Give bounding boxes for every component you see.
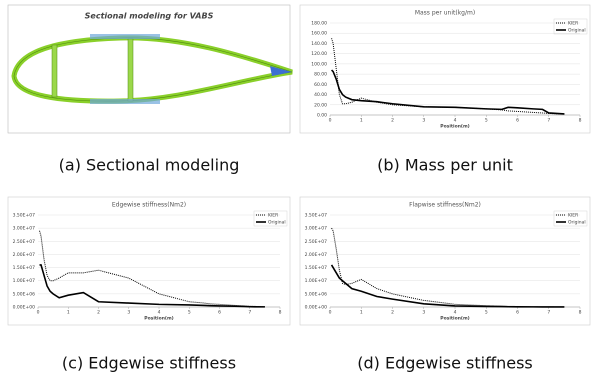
y-tick-label: 5.00E+06 — [305, 291, 327, 297]
y-tick-label: 3.00E+07 — [13, 226, 35, 232]
chart-frame — [8, 197, 290, 325]
x-tick-label: 8 — [279, 310, 282, 316]
chart-title: Edgewise stiffness(Nm2) — [112, 202, 186, 209]
shear-web — [128, 39, 133, 101]
x-tick-label: 8 — [579, 118, 582, 124]
x-axis-label: Position(m) — [440, 124, 469, 130]
x-tick-label: 6 — [516, 118, 519, 124]
panel-frame — [8, 5, 290, 133]
y-tick-label: 2.00E+07 — [13, 252, 35, 258]
x-tick-label: 1 — [360, 310, 363, 316]
y-tick-label: 2.00E+07 — [305, 252, 327, 258]
y-tick-label: 1.50E+07 — [13, 265, 35, 271]
x-tick-label: 2 — [391, 118, 394, 124]
chart-frame — [300, 5, 590, 133]
panel-title: Sectional modeling for VABS — [85, 12, 214, 21]
figure: Sectional modeling for VABS (a) Sectiona… — [0, 0, 596, 385]
x-tick-label: 0 — [329, 310, 332, 316]
chart: Flapwise stiffness(Nm2) 0.00E+00 5.00E+06 1… — [300, 197, 590, 325]
y-tick-label: 2.50E+07 — [305, 239, 327, 245]
x-tick-label: 4 — [454, 310, 457, 316]
panel-a: Sectional modeling for VABS — [8, 5, 292, 133]
chart-title: Flapwise stiffness(Nm2) — [409, 202, 481, 209]
x-tick-label: 5 — [188, 310, 191, 316]
y-tick-label: 1.00E+07 — [305, 278, 327, 284]
x-tick-label: 2 — [391, 310, 394, 316]
x-tick-label: 1 — [360, 118, 363, 124]
spar-cap — [90, 34, 160, 39]
x-tick-label: 8 — [579, 310, 582, 316]
x-tick-label: 5 — [485, 310, 488, 316]
y-tick-label: 0.00 — [317, 113, 327, 119]
x-tick-label: 7 — [547, 118, 550, 124]
legend-label: Original — [268, 220, 286, 226]
y-tick-label: 160.00 — [311, 31, 327, 37]
legend-label: Original — [568, 28, 586, 34]
shear-web — [52, 45, 57, 97]
legend-label: KIER — [268, 213, 278, 219]
y-tick-label: 3.50E+07 — [13, 213, 35, 219]
x-tick-label: 6 — [218, 310, 221, 316]
x-tick-label: 3 — [422, 310, 425, 316]
caption: (b) Mass per unit — [377, 156, 513, 175]
caption: (d) Edgewise stiffness — [357, 354, 533, 373]
chart: Mass per unit(kg/m)0.0020.0040.0060.0080… — [300, 5, 590, 133]
x-tick-label: 4 — [454, 118, 457, 124]
x-tick-label: 0 — [37, 310, 40, 316]
y-tick-label: 0.00E+00 — [305, 305, 327, 311]
caption: (c) Edgewise stiffness — [62, 354, 236, 373]
spar-cap — [90, 99, 160, 104]
chart: Edgewise stiffness(Nm2) 0.00E+00 5.00E+06 1… — [8, 197, 290, 325]
y-tick-label: 2.50E+07 — [13, 239, 35, 245]
legend-label: Original — [568, 220, 586, 226]
x-tick-label: 0 — [329, 118, 332, 124]
y-tick-label: 3.00E+07 — [305, 226, 327, 232]
legend-label: KIER — [568, 21, 578, 27]
y-tick-label: 3.50E+07 — [305, 213, 327, 219]
x-tick-label: 7 — [547, 310, 550, 316]
x-tick-label: 6 — [516, 310, 519, 316]
y-tick-label: 40.00 — [314, 92, 327, 98]
y-tick-label: 1.50E+07 — [305, 265, 327, 271]
x-tick-label: 3 — [422, 118, 425, 124]
x-tick-label: 3 — [127, 310, 130, 316]
chart-title: Mass per unit(kg/m) — [415, 10, 475, 17]
y-tick-label: 1.00E+07 — [13, 278, 35, 284]
x-tick-label: 7 — [248, 310, 251, 316]
legend-label: KIER — [568, 213, 578, 219]
x-tick-label: 4 — [158, 310, 161, 316]
y-tick-label: 140.00 — [311, 41, 327, 47]
y-tick-label: 5.00E+06 — [13, 291, 35, 297]
y-tick-label: 60.00 — [314, 82, 327, 88]
x-tick-label: 5 — [485, 118, 488, 124]
x-axis-label: Position(m) — [144, 316, 173, 322]
y-tick-label: 80.00 — [314, 72, 327, 78]
y-tick-label: 180.00 — [311, 21, 327, 27]
caption: (a) Sectional modeling — [59, 156, 240, 175]
x-tick-label: 2 — [97, 310, 100, 316]
y-tick-label: 100.00 — [311, 61, 327, 67]
y-tick-label: 120.00 — [311, 51, 327, 57]
x-axis-label: Position(m) — [440, 316, 469, 322]
y-tick-label: 20.00 — [314, 102, 327, 108]
x-tick-label: 1 — [67, 310, 70, 316]
y-tick-label: 0.00E+00 — [13, 305, 35, 311]
